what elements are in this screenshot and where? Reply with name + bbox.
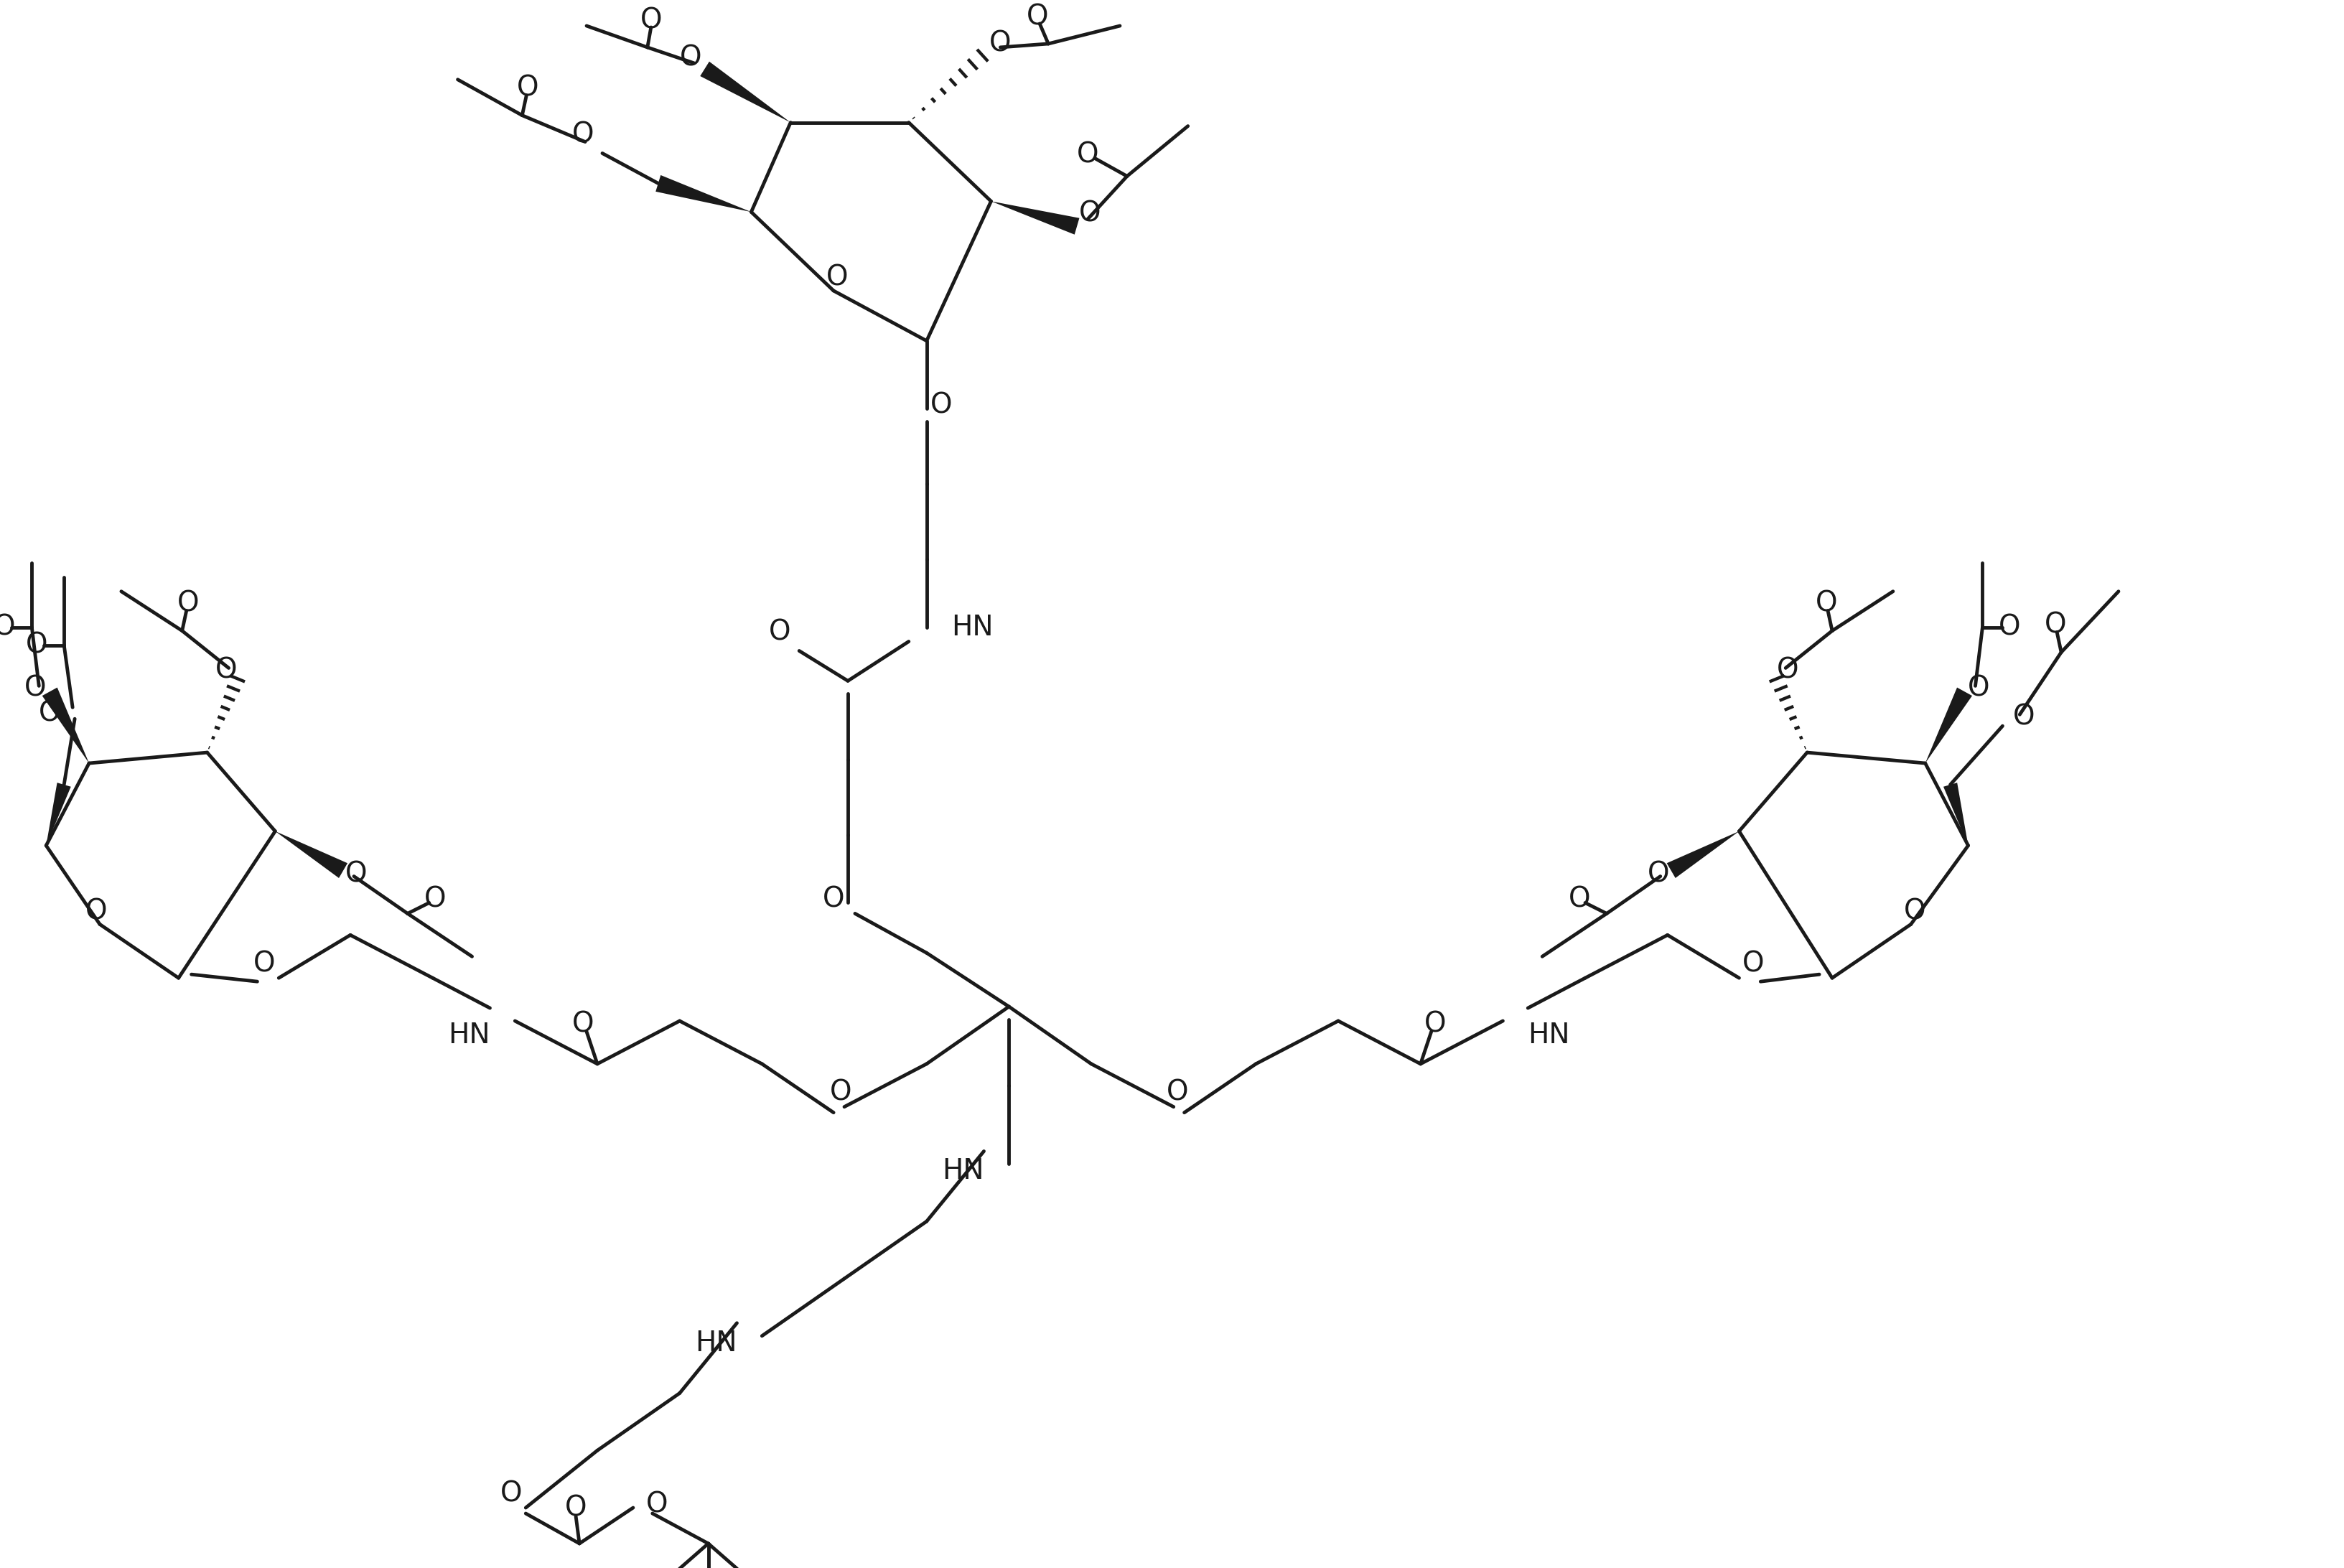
Text: O: O <box>565 1494 586 1521</box>
Text: O: O <box>680 44 701 72</box>
Text: O: O <box>2044 612 2065 638</box>
Text: O: O <box>2013 702 2035 731</box>
Text: HN: HN <box>448 1022 490 1049</box>
Polygon shape <box>1943 782 1967 845</box>
Text: O: O <box>1165 1079 1188 1105</box>
Text: O: O <box>176 590 199 618</box>
Polygon shape <box>1667 831 1739 878</box>
Text: O: O <box>1777 657 1798 684</box>
Text: O: O <box>931 392 952 419</box>
Text: O: O <box>1423 1011 1446 1038</box>
Polygon shape <box>992 201 1078 235</box>
Text: O: O <box>645 1491 668 1518</box>
Text: O: O <box>424 886 445 913</box>
Text: O: O <box>40 699 61 726</box>
Text: O: O <box>769 618 790 646</box>
Text: O: O <box>1997 613 2021 641</box>
Text: O: O <box>572 1011 593 1038</box>
Text: O: O <box>1814 590 1838 618</box>
Text: O: O <box>1648 861 1669 887</box>
Polygon shape <box>656 176 750 212</box>
Text: O: O <box>253 950 274 977</box>
Text: HN: HN <box>942 1157 984 1185</box>
Text: O: O <box>1903 898 1924 925</box>
Text: O: O <box>572 121 593 149</box>
Text: O: O <box>23 674 47 702</box>
Text: O: O <box>345 861 368 887</box>
Polygon shape <box>701 61 790 122</box>
Text: HN: HN <box>1528 1022 1570 1049</box>
Text: O: O <box>640 6 661 34</box>
Text: O: O <box>499 1480 523 1507</box>
Text: O: O <box>516 75 539 102</box>
Text: HN: HN <box>952 613 994 641</box>
Polygon shape <box>47 782 70 845</box>
Text: O: O <box>989 30 1010 58</box>
Text: O: O <box>830 1079 851 1105</box>
Text: O: O <box>0 613 16 641</box>
Text: O: O <box>825 263 849 292</box>
Text: O: O <box>823 886 844 913</box>
Polygon shape <box>42 687 89 764</box>
Text: O: O <box>1967 674 1990 702</box>
Text: O: O <box>1078 199 1099 227</box>
Text: O: O <box>1742 950 1763 977</box>
Text: O: O <box>84 898 108 925</box>
Text: HN: HN <box>694 1330 736 1356</box>
Polygon shape <box>1924 687 1971 764</box>
Polygon shape <box>274 831 347 878</box>
Text: O: O <box>26 632 47 659</box>
Text: O: O <box>216 657 237 684</box>
Text: O: O <box>1076 141 1099 168</box>
Text: O: O <box>1027 3 1048 30</box>
Text: O: O <box>1568 886 1589 913</box>
